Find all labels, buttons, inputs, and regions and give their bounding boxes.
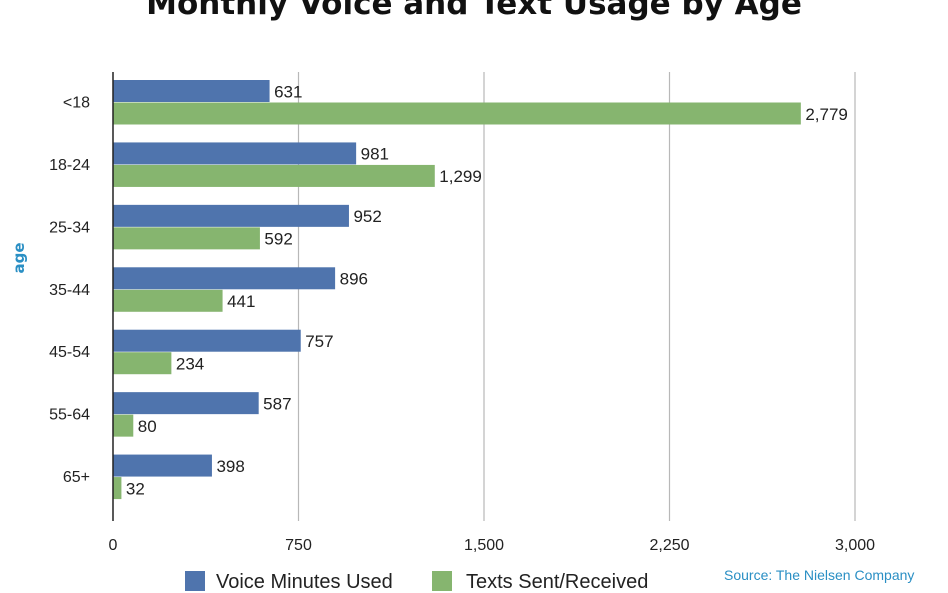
data-label: 80 (138, 417, 157, 436)
category-label: 18-24 (49, 157, 90, 174)
category-label: <18 (63, 95, 90, 112)
data-label: 441 (227, 292, 255, 311)
data-label: 2,779 (805, 105, 848, 124)
source-note: Source: The Nielsen Company (724, 567, 914, 583)
data-label: 631 (274, 82, 302, 101)
bar-texts (113, 414, 134, 437)
data-label: 981 (361, 145, 389, 164)
data-label: 398 (216, 457, 244, 476)
chart-title: Monthly Voice and Text Usage by Age (146, 0, 802, 22)
x-tick-label: 1,500 (464, 537, 504, 554)
bar-texts (113, 227, 260, 250)
data-label: 757 (305, 332, 333, 351)
y-axis-title: age (10, 242, 28, 273)
bar-voice (113, 329, 301, 352)
gridlines (297, 72, 856, 521)
bar-voice (113, 204, 349, 227)
legend-swatch-texts (432, 571, 452, 591)
data-label: 587 (263, 394, 291, 413)
x-tick-label: 0 (109, 537, 118, 554)
category-label: 45-54 (49, 344, 90, 361)
bars (113, 80, 801, 500)
bar-texts (113, 289, 223, 312)
data-label: 1,299 (439, 167, 482, 186)
bar-texts (113, 164, 435, 187)
category-label: 65+ (63, 469, 90, 486)
legend-label: Voice Minutes Used (216, 571, 393, 593)
legend: Voice Minutes Used Texts Sent/Received (185, 571, 648, 593)
bar-voice (113, 454, 212, 477)
bar-texts (113, 102, 801, 125)
bar-voice (113, 267, 336, 290)
category-label: 35-44 (49, 282, 90, 299)
data-label: 234 (176, 354, 204, 373)
data-label: 896 (340, 270, 368, 289)
data-label: 592 (264, 230, 292, 249)
data-label: 952 (353, 207, 381, 226)
legend-label: Texts Sent/Received (466, 571, 648, 593)
category-label: 55-64 (49, 407, 90, 424)
bar-texts (113, 352, 172, 375)
bar-voice (113, 80, 270, 102)
data-label: 32 (126, 479, 145, 498)
bar-texts (113, 477, 122, 500)
x-tick-label: 2,250 (649, 537, 689, 554)
legend-swatch-voice (185, 571, 205, 591)
x-tick-label: 3,000 (835, 537, 875, 554)
bar-voice (113, 392, 259, 415)
bar-voice (113, 142, 357, 165)
category-label: 25-34 (49, 219, 90, 236)
x-tick-label: 750 (285, 537, 312, 554)
labels: 0 750 1,500 2,250 3,000 <18 631 2,779 18-24 981 1,… (49, 82, 875, 554)
